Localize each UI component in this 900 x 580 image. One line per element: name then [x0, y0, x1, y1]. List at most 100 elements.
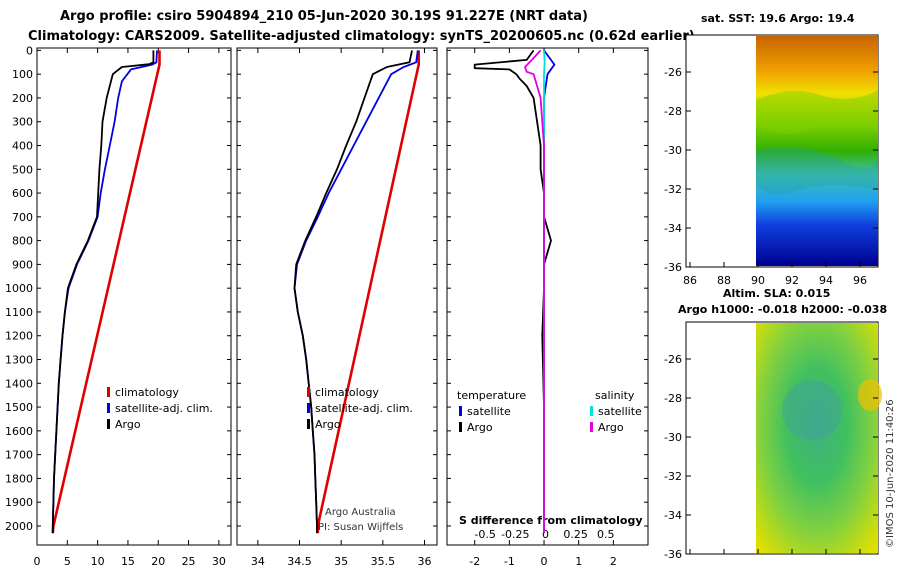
legend-swatch [459, 406, 462, 416]
series-argo_s [524, 49, 545, 534]
secondary-tick-label: -0.25 [501, 528, 529, 541]
sla-field [756, 323, 878, 553]
depth-tick-label: 1100 [5, 306, 33, 319]
depth-tick-label: 300 [12, 116, 33, 129]
x-tick-label: 30 [212, 555, 226, 568]
sla-map [685, 321, 882, 555]
depth-tick-label: 600 [12, 187, 33, 200]
depth-tick-label: 0 [26, 44, 33, 57]
x-tick-label: 10 [91, 555, 105, 568]
secondary-tick-label: 0 [542, 528, 549, 541]
lon-tick-label: 86 [683, 274, 697, 287]
legend-swatch [107, 387, 110, 397]
depth-tick-label: 1800 [5, 472, 33, 485]
x-tick-label: 34.5 [287, 555, 312, 568]
lat-tick-label: -26 [664, 66, 682, 79]
depth-tick-label: 2000 [5, 520, 33, 533]
x-tick-label: 20 [151, 555, 165, 568]
depth-tick-label: 500 [12, 163, 33, 176]
legend-label: Argo [315, 418, 341, 431]
difference-from-climatology-frame [446, 47, 649, 546]
secondary-tick-label: -0.5 [474, 528, 495, 541]
salinity-profile-frame [236, 47, 438, 546]
x-tick-label: -1 [504, 555, 515, 568]
diff-axis-title: S difference from climatology [459, 514, 643, 527]
sst-header: sat. SST: 19.6 Argo: 19.4 [701, 12, 855, 25]
legend-label: satellite-adj. clim. [315, 402, 413, 415]
lon-tick-label: 88 [717, 274, 731, 287]
depth-tick-label: 1300 [5, 354, 33, 367]
sst-map [685, 34, 879, 268]
sst-front [756, 146, 879, 194]
series-argo [293, 50, 413, 534]
legend-label: Argo [115, 418, 141, 431]
x-tick-label: 25 [182, 555, 196, 568]
depth-tick-label: 1700 [5, 449, 33, 462]
temperature-panel: 0100200300400500600700800900100011001200… [5, 44, 232, 568]
legend-temperature-title: temperature [457, 389, 526, 402]
series-argo [473, 49, 552, 534]
sla-eddy [782, 380, 842, 440]
sla-header-2: Argo h1000: -0.018 h2000: -0.038 [678, 303, 887, 316]
depth-tick-label: 200 [12, 92, 33, 105]
lat-tick-label: -28 [664, 392, 682, 405]
title-line-1: Argo profile: csiro 5904894_210 05-Jun-2… [60, 9, 588, 24]
sla-high [858, 379, 882, 411]
sst-warm-tongue [756, 90, 878, 134]
lat-tick-label: -36 [664, 261, 682, 274]
lat-tick-label: -26 [664, 353, 682, 366]
series-climatology [316, 50, 421, 534]
lat-tick-label: -30 [664, 431, 682, 444]
salinity-panel: 34 34.5 35 35.5 36 climatology satellite-adj. … [236, 47, 438, 568]
difference-panel: -2 -1 0 1 2 -0.5 -0.25 0 0.25 0.5S difference fro… [446, 47, 649, 568]
legend-salinity-title: salinity [595, 389, 635, 402]
legend-label: satellite [598, 405, 642, 418]
temperature-profile-frame [36, 47, 232, 546]
lat-tick-label: -32 [664, 470, 682, 483]
x-tick-label: 15 [121, 555, 135, 568]
legend-swatch [107, 403, 110, 413]
legend-label: Argo [598, 421, 624, 434]
x-tick-label: 35 [334, 555, 348, 568]
argo-credit-1: Argo Australia [325, 507, 396, 518]
legend-swatch [590, 406, 593, 416]
legend-swatch [307, 403, 310, 413]
lat-tick-label: -34 [664, 222, 682, 235]
depth-tick-label: 1500 [5, 401, 33, 414]
secondary-tick-label: 0.25 [563, 528, 588, 541]
lat-tick-label: -36 [664, 548, 682, 561]
x-tick-label: -2 [469, 555, 480, 568]
lat-tick-label: -34 [664, 509, 682, 522]
legend-label: climatology [315, 386, 379, 399]
imos-credit: ©IMOS 10-Jun-2020 11:40:26 [885, 399, 896, 548]
depth-tick-label: 1900 [5, 496, 33, 509]
legend-swatch [307, 419, 310, 429]
legend-swatch [107, 419, 110, 429]
legend-swatch [590, 422, 593, 432]
depth-tick-label: 800 [12, 235, 33, 248]
lon-tick-label: 90 [751, 274, 765, 287]
legend-label: satellite [467, 405, 511, 418]
legend-swatch [459, 422, 462, 432]
depth-tick-label: 100 [12, 68, 33, 81]
x-tick-label: 2 [610, 555, 617, 568]
legend-swatch [307, 387, 310, 397]
lat-tick-label: -30 [664, 144, 682, 157]
lat-tick-label: -28 [664, 105, 682, 118]
title-line-2: Climatology: CARS2009. Satellite-adjuste… [28, 29, 695, 44]
lat-tick-label: -32 [664, 183, 682, 196]
depth-tick-label: 700 [12, 211, 33, 224]
x-tick-label: 0 [34, 555, 41, 568]
depth-tick-label: 400 [12, 139, 33, 152]
legend-label: satellite-adj. clim. [115, 402, 213, 415]
depth-tick-label: 1600 [5, 425, 33, 438]
x-tick-label: 5 [64, 555, 71, 568]
series-satellite [543, 49, 556, 534]
argo-credit-2: PI: Susan Wijffels [318, 522, 403, 533]
series-argo [51, 50, 155, 534]
x-tick-label: 36 [418, 555, 432, 568]
lon-tick-label: 96 [853, 274, 867, 287]
lon-tick-label: 94 [819, 274, 833, 287]
depth-tick-label: 1200 [5, 330, 33, 343]
